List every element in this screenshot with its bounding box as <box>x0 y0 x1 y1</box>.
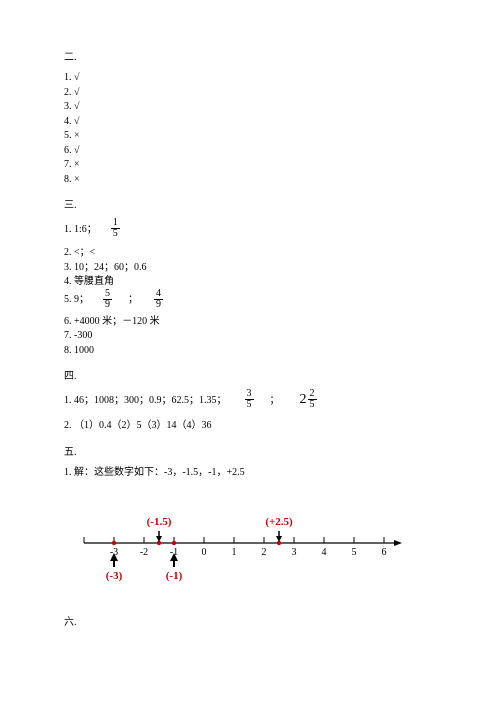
fraction: 3 5 <box>245 389 254 410</box>
section-3-header: 三. <box>64 196 436 211</box>
section-5-header: 五. <box>64 443 436 458</box>
fraction: 5 9 <box>103 289 112 310</box>
section-6-header: 六. <box>64 613 436 628</box>
svg-text:6: 6 <box>382 547 387 558</box>
svg-text:(-1.5): (-1.5) <box>147 516 172 528</box>
mixed-fraction: 2 2 5 <box>300 390 317 411</box>
svg-text:2: 2 <box>262 547 267 558</box>
s3-q5: 5. 9； 5 9 ； 4 9 <box>64 290 436 311</box>
s4-q2: 2. （1）0.4（2）5（3）14（4）36 <box>64 419 436 433</box>
svg-text:(-1): (-1) <box>166 570 183 582</box>
s2-item: 6. √ <box>64 144 436 158</box>
s3-q4: 4. 等腰直角 <box>64 275 436 289</box>
section-2-list: 1. √2. √3. √4. √5. ×6. √7. ×8. × <box>64 71 436 186</box>
s2-item: 1. √ <box>64 71 436 85</box>
s2-item: 8. × <box>64 173 436 187</box>
fraction: 4 9 <box>154 289 163 310</box>
s2-item: 5. × <box>64 129 436 143</box>
s2-item: 3. √ <box>64 100 436 114</box>
s3-q8: 8. 1000 <box>64 344 436 358</box>
s2-item: 2. √ <box>64 86 436 100</box>
svg-text:0: 0 <box>202 547 207 558</box>
svg-text:(+2.5): (+2.5) <box>265 516 293 528</box>
numberline-figure: -3-2-10123456(-3)(-1.5)(-1)(+2.5) <box>64 493 424 593</box>
s3-q3: 3. 10；24；60；0.6 <box>64 261 436 275</box>
svg-text:1: 1 <box>232 547 237 558</box>
s3-q2: 2. <；< <box>64 246 436 260</box>
numberline-svg: -3-2-10123456(-3)(-1.5)(-1)(+2.5) <box>64 493 424 593</box>
s4-q1: 1. 46；1008；300；0.9；62.5；1.35； 3 5 ； 2 2 … <box>64 390 436 411</box>
s5-q1: 1. 解：这些数字如下：-3，-1.5，-1，+2.5 <box>64 466 436 480</box>
svg-text:3: 3 <box>292 547 297 558</box>
svg-text:(-3): (-3) <box>106 570 123 582</box>
svg-text:-2: -2 <box>140 547 148 558</box>
s2-item: 7. × <box>64 158 436 172</box>
fraction: 1 5 <box>111 218 120 239</box>
s3-q1: 1. 1:6； 1 5 <box>64 219 436 240</box>
s3-q7: 7. -300 <box>64 329 436 343</box>
svg-text:5: 5 <box>352 547 357 558</box>
svg-text:4: 4 <box>322 547 327 558</box>
section-2-header: 二. <box>64 48 436 63</box>
s3-q1-prefix: 1. 1:6； <box>64 223 97 237</box>
s2-item: 4. √ <box>64 115 436 129</box>
s3-q6: 6. +4000 米；－120 米 <box>64 315 436 329</box>
section-4-header: 四. <box>64 367 436 382</box>
